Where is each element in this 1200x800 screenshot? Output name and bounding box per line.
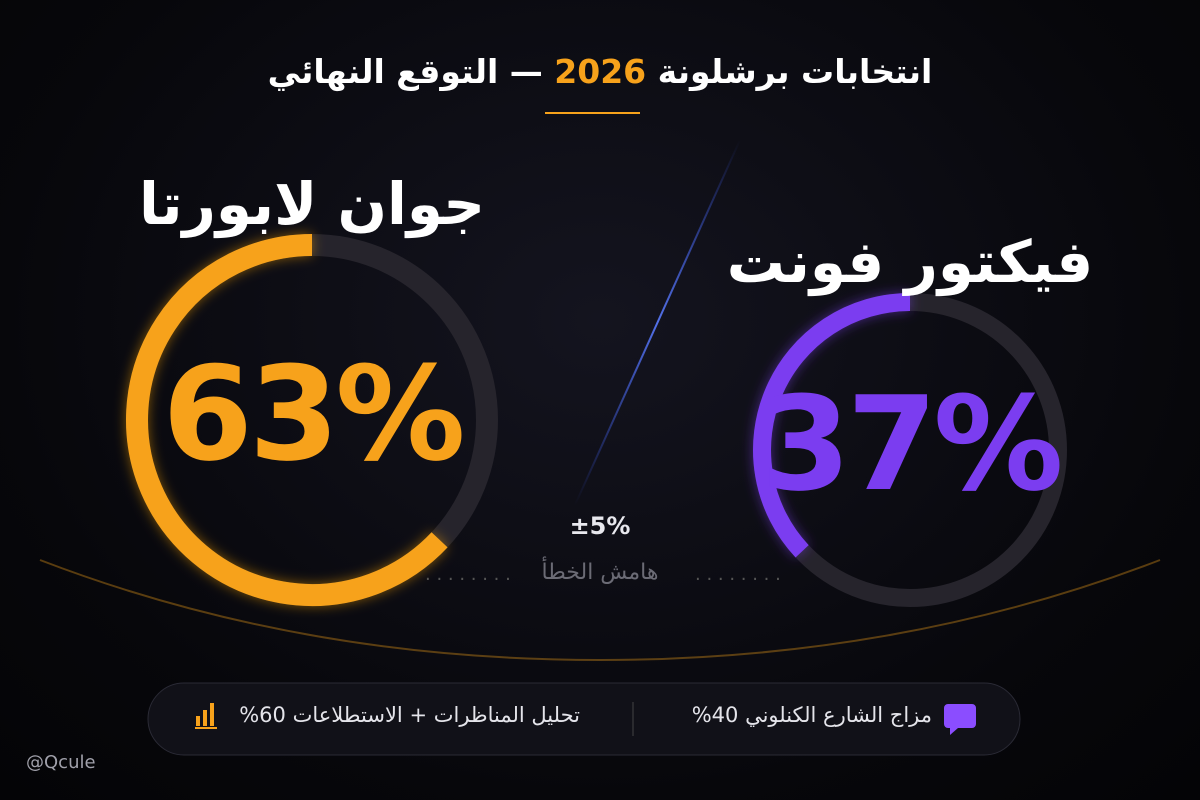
- footer-item: تحليل المناظرات + الاستطلاعات 60%: [239, 703, 580, 727]
- gauge-arc: [126, 234, 448, 606]
- margin-value: ±5%: [569, 512, 631, 540]
- gauge-arc: [753, 293, 911, 558]
- percent-label: 63%: [162, 338, 465, 490]
- divider: [574, 139, 741, 506]
- handle: @Qcule: [26, 752, 96, 773]
- percent-label: 37%: [760, 368, 1063, 520]
- title-year: 2026: [554, 52, 647, 91]
- bars-icon: [195, 703, 217, 729]
- candidate-name: فيكتور فونت: [726, 228, 1094, 296]
- chat-icon: [944, 704, 976, 735]
- footer-pill: [147, 682, 1021, 756]
- dots: . . . . . . . .: [695, 564, 781, 585]
- footer-item: مزاج الشارع الكنلوني 40%: [691, 703, 932, 727]
- title-part: انتخابات برشلونة: [657, 52, 933, 91]
- horizon-glow: [39, 559, 1161, 662]
- candidate-name: جوان لابورتا: [138, 170, 486, 238]
- title-part: — التوقع النهائي: [267, 52, 543, 91]
- dots: . . . . . . . .: [425, 564, 511, 585]
- margin-caption: هامش الخطأ: [541, 560, 659, 585]
- title: انتخابات برشلونة 2026 — التوقع النهائي: [0, 52, 1200, 91]
